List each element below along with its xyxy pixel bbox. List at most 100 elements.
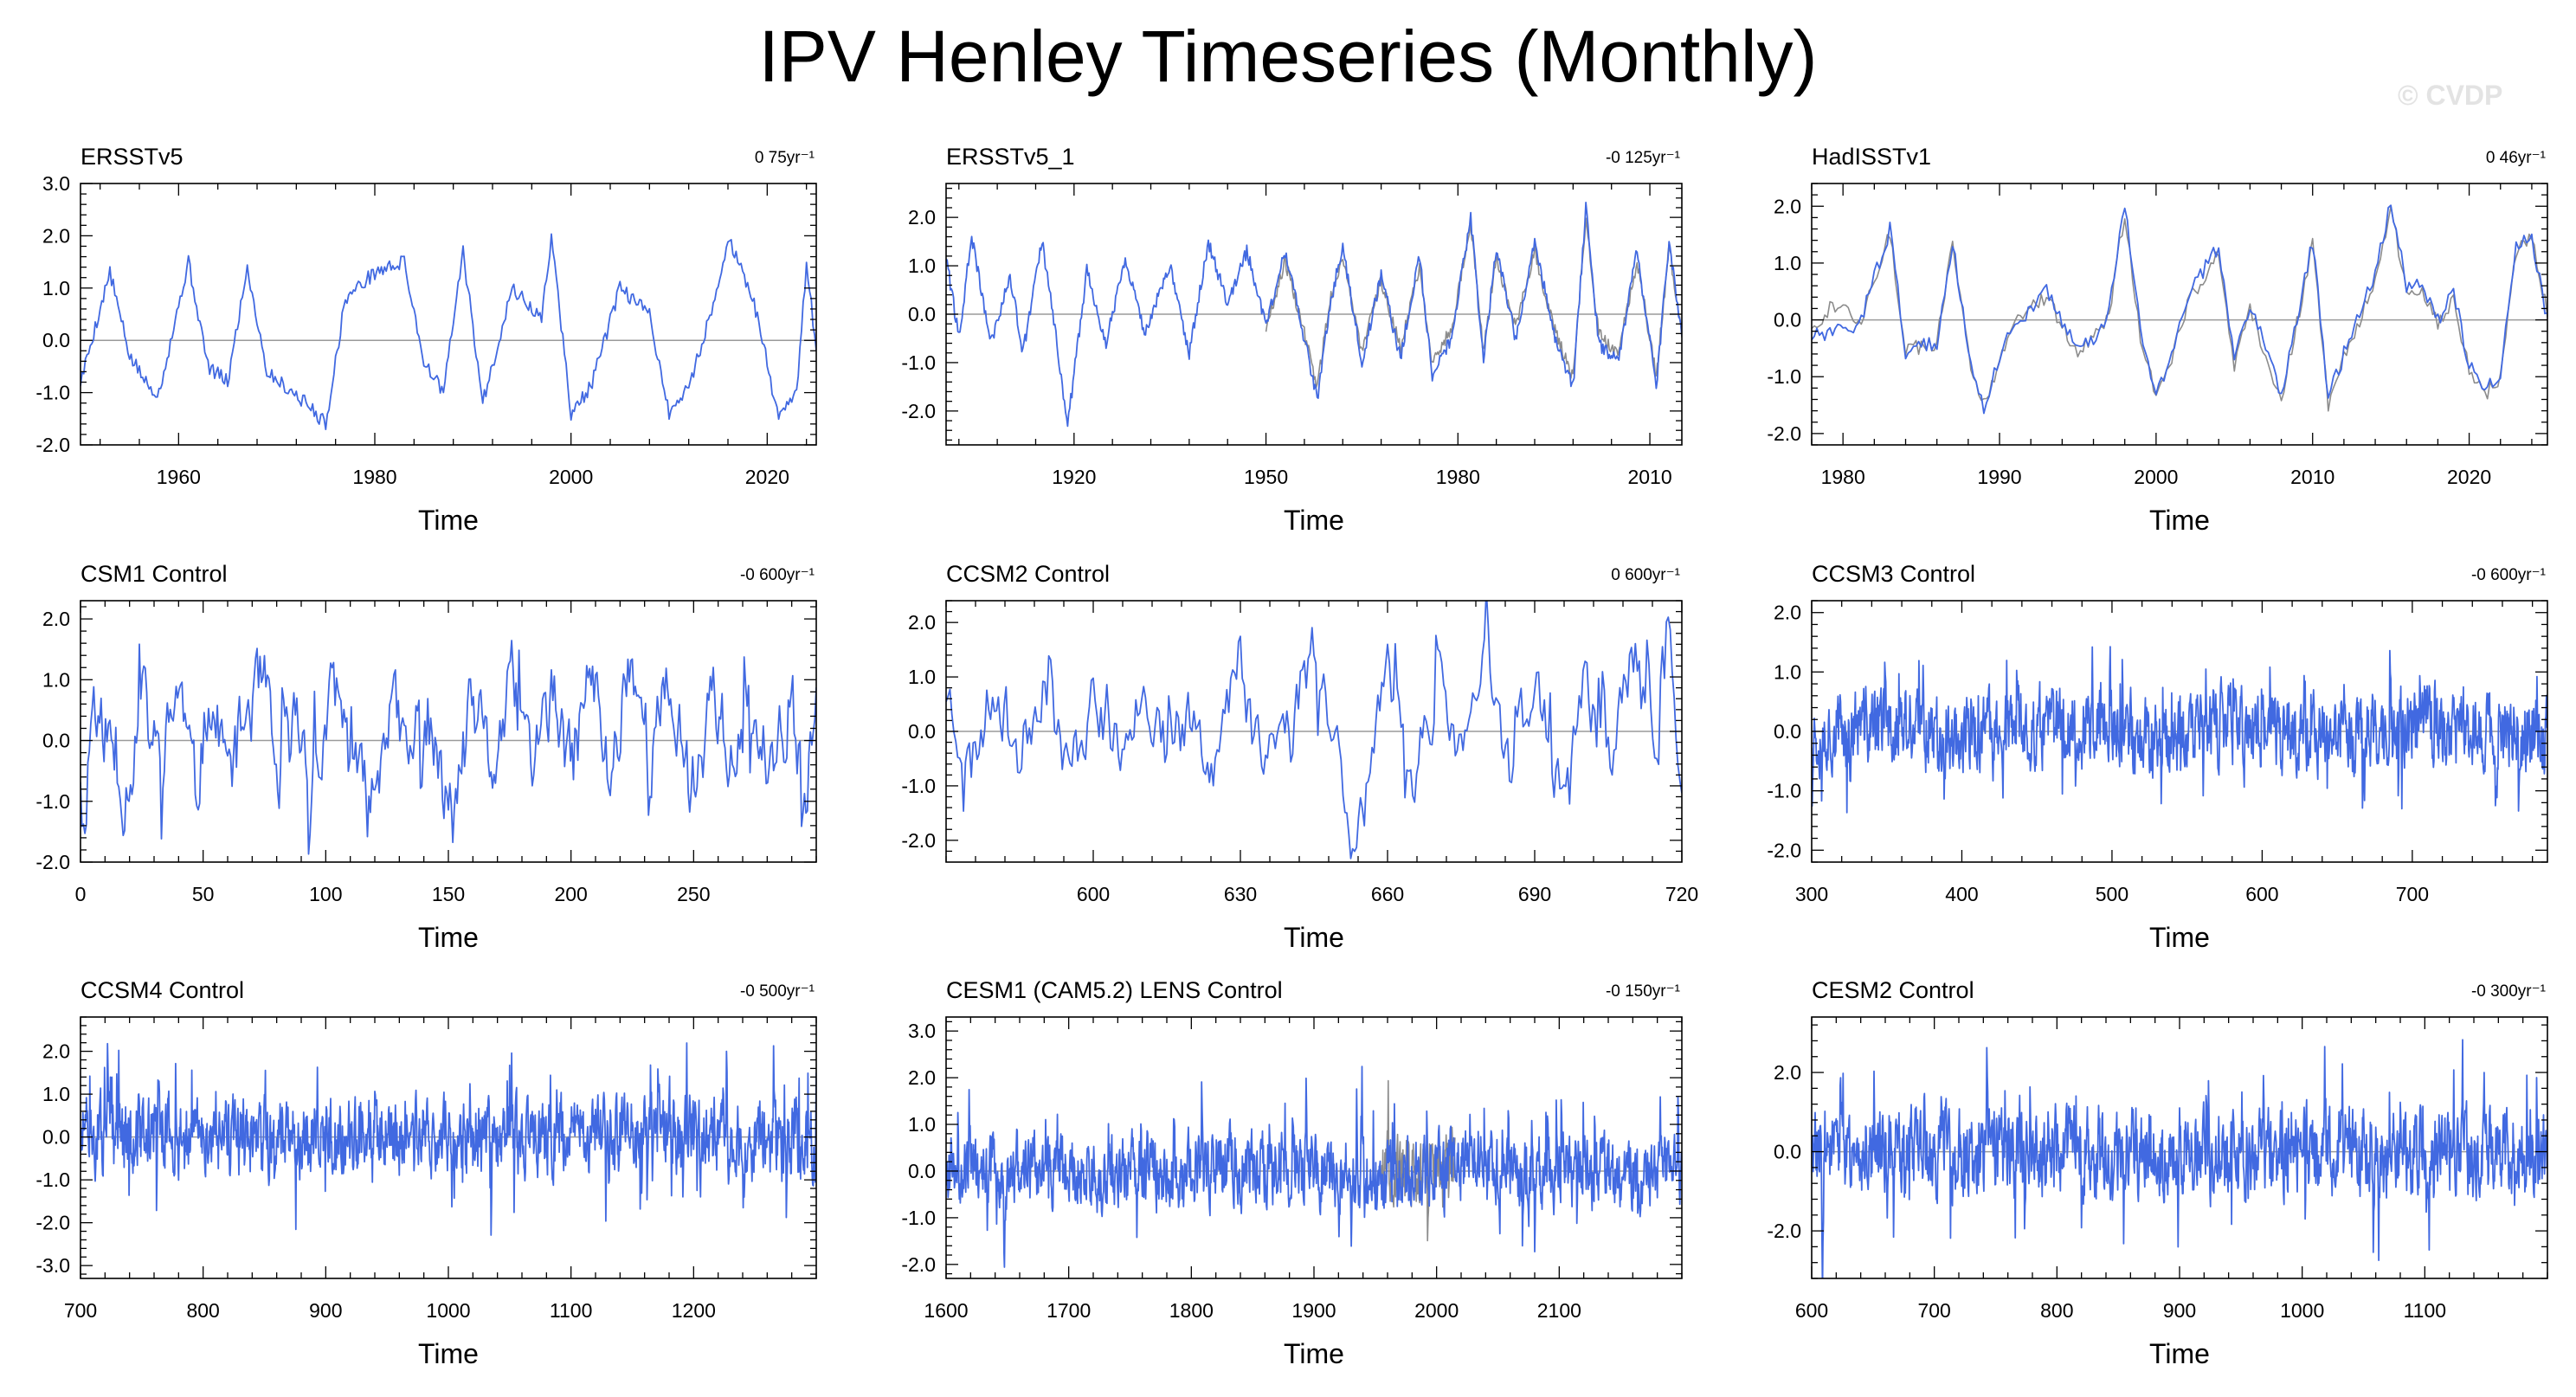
y-tick-label: 1.0 [908,254,936,277]
y-tick-label: -1.0 [35,1168,70,1191]
y-tick-label: -1.0 [1767,365,1801,388]
y-tick-label: -1.0 [901,1207,936,1229]
y-tick-label: 1.0 [1774,252,1801,274]
x-axis-label: Time [2149,505,2210,536]
trend-label: -0 125yr⁻¹ [1606,149,1680,167]
y-tick-label: 2.0 [908,206,936,229]
x-tick-label: 1700 [1046,1299,1091,1322]
y-tick-label: -2.0 [1767,422,1801,445]
y-tick-label: -1.0 [35,790,70,813]
x-tick-label: 500 [2096,883,2128,905]
trend-label: 0 600yr⁻¹ [1611,566,1680,584]
x-tick-label: 0 [75,883,87,905]
panel-7: CCSM4 Control -0 500yr⁻¹ -3.0 -2.0 -1.0 0.0 1.… [35,977,817,1369]
y-tick-label: -1.0 [35,382,70,404]
y-tick-label: 3.0 [908,1020,936,1042]
x-tick-label: 600 [1795,1299,1828,1322]
series-group [80,1042,816,1236]
x-tick-label: 720 [1665,883,1698,905]
panel-title: CESM2 Control [1812,977,1974,1003]
x-tick-label: 2020 [2447,466,2491,488]
series-line [80,233,816,430]
x-tick-label: 2000 [549,466,593,488]
panel-1: ERSSTv5 0 75yr⁻¹ -2.0 -1.0 0.0 1.0 2.0 3.0 1960 1… [35,144,817,536]
x-tick-label: 2000 [2134,466,2178,488]
series-line [946,202,1682,428]
plot-frame [1811,183,2548,446]
x-tick-label: 250 [677,883,710,905]
x-tick-label: 690 [1518,883,1551,905]
panel-2: ERSSTv5_1 -0 125yr⁻¹ -2.0 -1.0 0.0 1.0 2.0 1920… [901,144,1683,536]
y-tick-label: 2.0 [1774,195,1801,217]
x-tick-label: 1950 [1244,466,1288,488]
trend-label: -0 500yr⁻¹ [740,982,815,1001]
series-group [80,233,816,430]
x-tick-label: 600 [2245,883,2278,905]
panel-3: HadISSTv1 0 46yr⁻¹ -2.0 -1.0 0.0 1.0 2.0 1980 19… [1767,144,2548,536]
x-axis-label: Time [1284,922,1344,953]
series-line [80,640,816,855]
x-tick-label: 1980 [1436,466,1480,488]
x-tick-label: 1980 [352,466,396,488]
y-tick-label: -2.0 [35,1212,70,1234]
x-tick-label: 2100 [1537,1299,1581,1322]
y-tick-label: -1.0 [901,775,936,797]
x-tick-label: 300 [1795,883,1828,905]
x-tick-label: 50 [192,883,215,905]
y-tick-label: 0.0 [1774,1141,1801,1163]
plot-frame [80,183,817,446]
series-group [1812,646,2547,814]
y-tick-label: 1.0 [42,1083,70,1105]
x-tick-label: 630 [1224,883,1257,905]
watermark: © CVDP [2398,80,2503,111]
panel-title: CCSM2 Control [946,561,1110,587]
trend-label: 0 75yr⁻¹ [755,149,815,167]
series-line [1812,204,2547,415]
x-tick-label: 400 [1945,883,1978,905]
y-tick-label: 2.0 [1774,1061,1801,1084]
y-tick-label: 2.0 [42,608,70,630]
panel-8: CESM1 (CAM5.2) LENS Control -0 150yr⁻¹ -2.… [901,977,1683,1369]
x-axis-label: Time [2149,922,2210,953]
series-group [946,601,1682,859]
y-tick-label: 0.0 [42,1126,70,1149]
y-tick-label: 0.0 [1774,720,1801,743]
x-tick-label: 1920 [1052,466,1096,488]
panel-6: CCSM3 Control -0 600yr⁻¹ -2.0 -1.0 0.0 1.0 2.0… [1767,561,2548,953]
y-tick-label: 2.0 [1774,602,1801,624]
trend-label: -0 600yr⁻¹ [2471,566,2546,584]
trend-label: -0 600yr⁻¹ [740,566,815,584]
panel-title: CSM1 Control [80,561,228,587]
x-tick-label: 900 [309,1299,342,1322]
x-tick-label: 1900 [1291,1299,1336,1322]
panel-9: CESM2 Control -0 300yr⁻¹ -2.0 0.0 2.0 600 700 8… [1767,977,2548,1369]
x-tick-label: 2010 [1627,466,1671,488]
series-line [1812,1039,2547,1278]
x-tick-label: 1600 [924,1299,968,1322]
x-axis-label: Time [2149,1338,2210,1369]
y-tick-label: 2.0 [42,224,70,247]
x-tick-label: 1000 [2280,1299,2324,1322]
y-tick-label: 0.0 [42,730,70,752]
y-tick-label: 1.0 [42,668,70,691]
x-axis-label: Time [418,922,479,953]
figure-title: IPV Henley Timeseries (Monthly) [758,16,1818,97]
y-tick-label: -2.0 [901,1253,936,1276]
x-axis-label: Time [418,505,479,536]
series-line [1812,646,2547,814]
x-axis-label: Time [418,1338,479,1369]
x-tick-label: 1000 [426,1299,470,1322]
panel-title: ERSSTv5_1 [946,144,1075,170]
x-tick-label: 900 [2163,1299,2196,1322]
y-tick-label: 2.0 [42,1040,70,1063]
y-tick-label: 1.0 [908,666,936,688]
panel-title: ERSSTv5 [80,144,184,170]
series-line [946,1065,1682,1268]
panel-4: CSM1 Control -0 600yr⁻¹ -2.0 -1.0 0.0 1.0 2.0 0… [35,561,817,953]
panel-title: CCSM4 Control [80,977,244,1003]
x-tick-label: 2020 [745,466,789,488]
panel-5: CCSM2 Control 0 600yr⁻¹ -2.0 -1.0 0.0 1.0 2.0 6… [901,561,1698,953]
x-tick-label: 1100 [550,1299,592,1322]
x-tick-label: 1980 [1821,466,1865,488]
